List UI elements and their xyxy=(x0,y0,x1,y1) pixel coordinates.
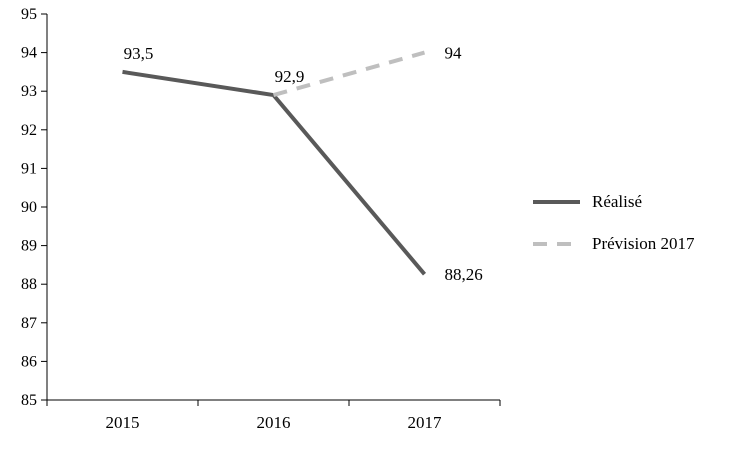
series-line xyxy=(122,69,427,276)
y-tick-label: 86 xyxy=(21,353,37,370)
solid-line-swatch-icon xyxy=(533,200,580,204)
legend-item-prevision: Prévision 2017 xyxy=(533,234,694,254)
y-tick-label: 88 xyxy=(21,276,37,293)
y-tick-label: 95 xyxy=(21,6,37,23)
y-tick-label: 92 xyxy=(21,122,37,139)
y-tick-label: 87 xyxy=(21,315,37,332)
x-tick-label: 2017 xyxy=(408,413,443,432)
data-label: 94 xyxy=(445,44,463,63)
data-label: 93,5 xyxy=(124,44,154,63)
series-line xyxy=(272,50,426,97)
legend: Réalisé Prévision 2017 xyxy=(533,192,694,254)
data-label: 88,26 xyxy=(445,265,483,284)
data-label: 92,9 xyxy=(275,67,305,86)
y-tick-label: 94 xyxy=(21,45,37,62)
y-tick-label: 91 xyxy=(21,160,37,177)
dashed-line-swatch-icon xyxy=(533,242,580,246)
legend-label-prevision: Prévision 2017 xyxy=(592,234,695,253)
y-tick-label: 93 xyxy=(21,83,37,100)
y-tick-label: 90 xyxy=(21,199,37,216)
legend-label-realise: Réalisé xyxy=(592,192,643,211)
legend-item-realise: Réalisé xyxy=(533,192,694,212)
y-tick-label: 85 xyxy=(21,392,37,409)
x-tick-label: 2016 xyxy=(257,413,291,432)
y-tick-label: 89 xyxy=(21,238,37,255)
x-tick-label: 2015 xyxy=(106,413,140,432)
